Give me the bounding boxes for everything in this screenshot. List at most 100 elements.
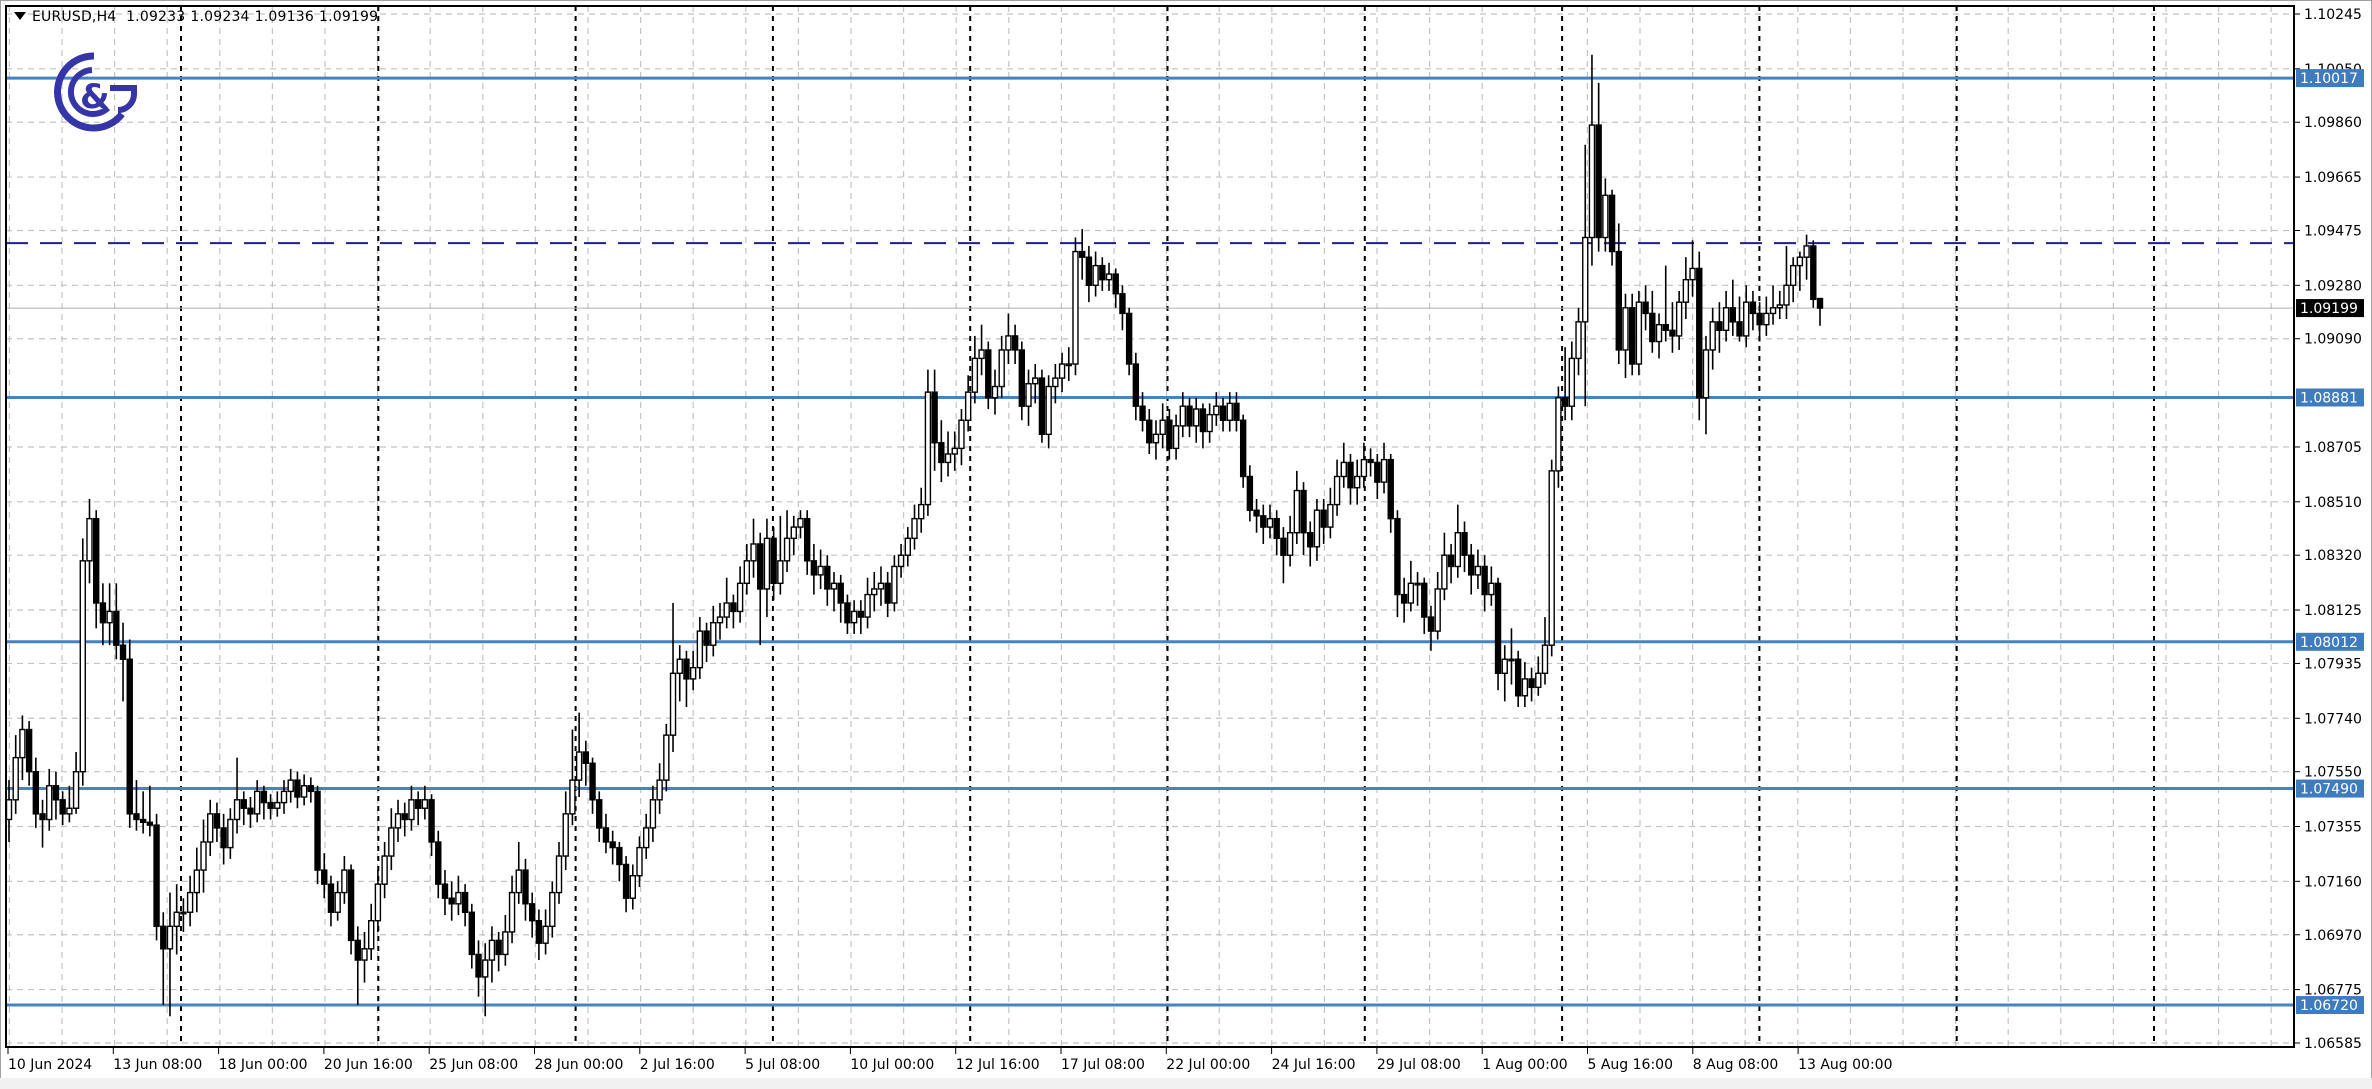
candle-body-bearish [25, 728, 33, 773]
time-tick-label: 10 Jul 00:00 [850, 1057, 934, 1073]
candle-body-bearish [1253, 509, 1260, 517]
candle [924, 369, 932, 516]
candle-body-bullish [1058, 363, 1066, 379]
candle [267, 794, 274, 820]
candle-body-bearish [1608, 194, 1616, 253]
price-tick-label: 1.08320 [2304, 548, 2362, 564]
candle [414, 791, 422, 826]
candle [113, 583, 120, 660]
time-tick-label: 20 Jun 16:00 [324, 1057, 413, 1073]
candle-body-bullish [368, 920, 375, 950]
candle [528, 892, 536, 938]
candle [1186, 397, 1193, 438]
candle-body-bullish [334, 891, 341, 913]
candle-body-bullish [1722, 307, 1730, 331]
candle-body-bearish [307, 785, 315, 793]
candle [1461, 521, 1468, 573]
price-tick-label: 1.07935 [2304, 656, 2362, 672]
candle-body-bullish [1333, 475, 1341, 506]
candle [1441, 532, 1448, 601]
candle [629, 864, 636, 910]
candle-body-bearish [1642, 301, 1649, 315]
candle [207, 799, 214, 857]
candle [1387, 453, 1394, 533]
candle-body-bearish [220, 827, 227, 849]
time-tick-label: 24 Jul 16:00 [1272, 1057, 1356, 1073]
candle [160, 912, 167, 1006]
candle [743, 543, 751, 595]
candle [1447, 543, 1455, 584]
candle-body-bearish [1139, 405, 1146, 421]
candle [609, 830, 616, 865]
company-logo: & [54, 52, 137, 132]
candle [139, 791, 147, 834]
candle-body-bullish [79, 560, 86, 773]
candle-body-bullish [1226, 402, 1233, 421]
candle [1280, 527, 1287, 584]
candle [582, 740, 590, 786]
candles [5, 54, 1824, 1017]
candle [1468, 543, 1475, 595]
horizontal-levels[interactable] [6, 76, 2294, 1007]
candle-body-bearish [260, 790, 268, 804]
candle [1152, 420, 1160, 460]
candle-body-bullish [66, 807, 73, 815]
candle [1353, 459, 1361, 505]
candle [602, 813, 610, 854]
candle [897, 543, 905, 578]
candle [1313, 498, 1321, 561]
level-price-label: 1.08881 [2300, 390, 2358, 406]
candle [1588, 54, 1596, 266]
candle-body-bullish [1293, 489, 1301, 534]
candle-body-bullish [1213, 405, 1220, 416]
candle-body-bearish [1628, 307, 1636, 365]
time-tick-label: 28 Jun 00:00 [535, 1057, 624, 1073]
candle [482, 943, 489, 1017]
candle-body-bearish [803, 517, 811, 562]
price-tick-label: 1.06970 [2304, 928, 2362, 944]
candle-body-bullish [897, 554, 905, 568]
time-tick-label: 5 Jul 08:00 [745, 1057, 820, 1073]
candle-body-bullish [207, 813, 214, 843]
candle-body-bearish [1669, 329, 1676, 337]
candle [971, 335, 979, 404]
candle [810, 543, 818, 595]
level-price-label: 1.06720 [2300, 998, 2358, 1014]
candle [321, 853, 328, 899]
candle [1655, 313, 1663, 359]
price-tick-label: 1.07160 [2304, 874, 2362, 890]
candle-body-bullish [716, 616, 724, 624]
candle-body-bullish [341, 869, 348, 894]
logo-outer-arc [54, 52, 125, 132]
candle [1816, 297, 1824, 326]
candle [958, 409, 965, 466]
time-tick-label: 13 Aug 00:00 [1798, 1057, 1892, 1073]
candle [1488, 566, 1495, 606]
candle [1052, 364, 1059, 404]
candle [361, 931, 368, 983]
candle-body-bullish [817, 565, 824, 576]
price-tick-label: 1.08705 [2304, 440, 2362, 456]
candle-body-bullish [5, 799, 13, 821]
candle-body-bullish [1555, 397, 1562, 472]
candle [66, 785, 73, 823]
candle [1300, 482, 1307, 556]
candle-body-bullish [951, 447, 958, 455]
candle-body-bullish [971, 357, 979, 393]
candle-body-bullish [488, 939, 496, 961]
candle [1374, 453, 1381, 499]
candle-body-bearish [1233, 402, 1240, 421]
candle-body-bullish [1548, 470, 1555, 646]
time-tick-label: 13 Jun 08:00 [113, 1057, 202, 1073]
candle [1078, 229, 1086, 280]
bar-close: 1.09199 [318, 9, 379, 25]
logo-g-stroke [110, 85, 137, 113]
candle [549, 881, 556, 938]
axes: 1.102451.100501.098601.096651.094751.092… [5, 5, 2364, 1073]
candle [220, 813, 227, 865]
candle-body-bullish [1655, 323, 1663, 343]
triangle-down-icon[interactable] [14, 12, 26, 20]
candle-body-bearish [535, 920, 543, 944]
candle-body-bearish [39, 813, 46, 821]
